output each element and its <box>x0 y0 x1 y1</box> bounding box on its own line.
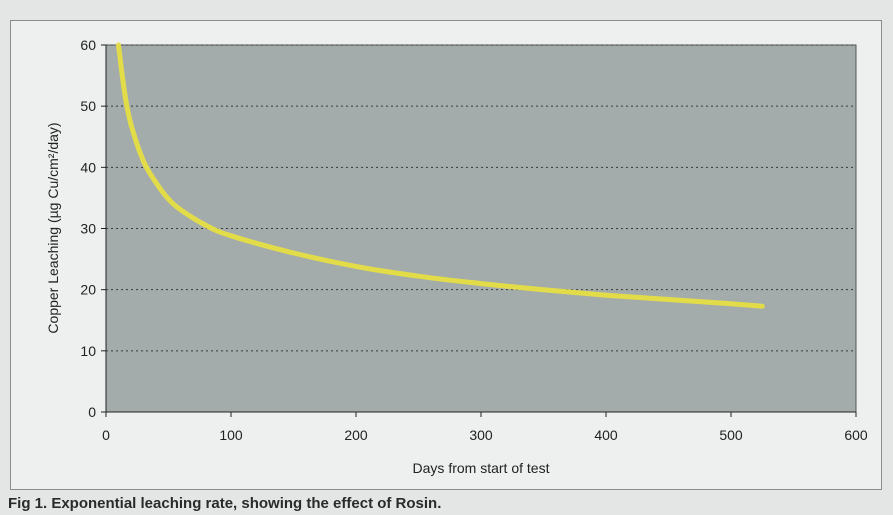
chart-figure: 0 10 20 30 40 50 60 0 100 200 300 400 500 600 Days fr… <box>10 20 882 490</box>
y-tick-label: 60 <box>80 37 96 53</box>
series-line <box>116 42 765 309</box>
x-tick-label: 100 <box>219 427 243 443</box>
y-tick-label: 30 <box>80 221 96 237</box>
x-tick-label: 200 <box>344 427 368 443</box>
y-tick-label: 40 <box>80 159 96 175</box>
figure-caption: Fig 1. Exponential leaching rate, showin… <box>8 495 442 512</box>
x-tick-label: 500 <box>719 427 743 443</box>
y-axis-label: Copper Leaching (µg Cu/cm²/day) <box>45 122 61 333</box>
x-tick-label: 0 <box>102 427 110 443</box>
y-tick-label: 0 <box>88 404 96 420</box>
x-tick-label: 400 <box>594 427 618 443</box>
y-tick-label: 50 <box>80 98 96 114</box>
y-tick-label: 10 <box>80 343 96 359</box>
x-axis-label: Days from start of test <box>413 460 550 476</box>
x-tick-label: 600 <box>844 427 868 443</box>
x-tick-label: 300 <box>469 427 493 443</box>
y-tick-label: 20 <box>80 282 96 298</box>
